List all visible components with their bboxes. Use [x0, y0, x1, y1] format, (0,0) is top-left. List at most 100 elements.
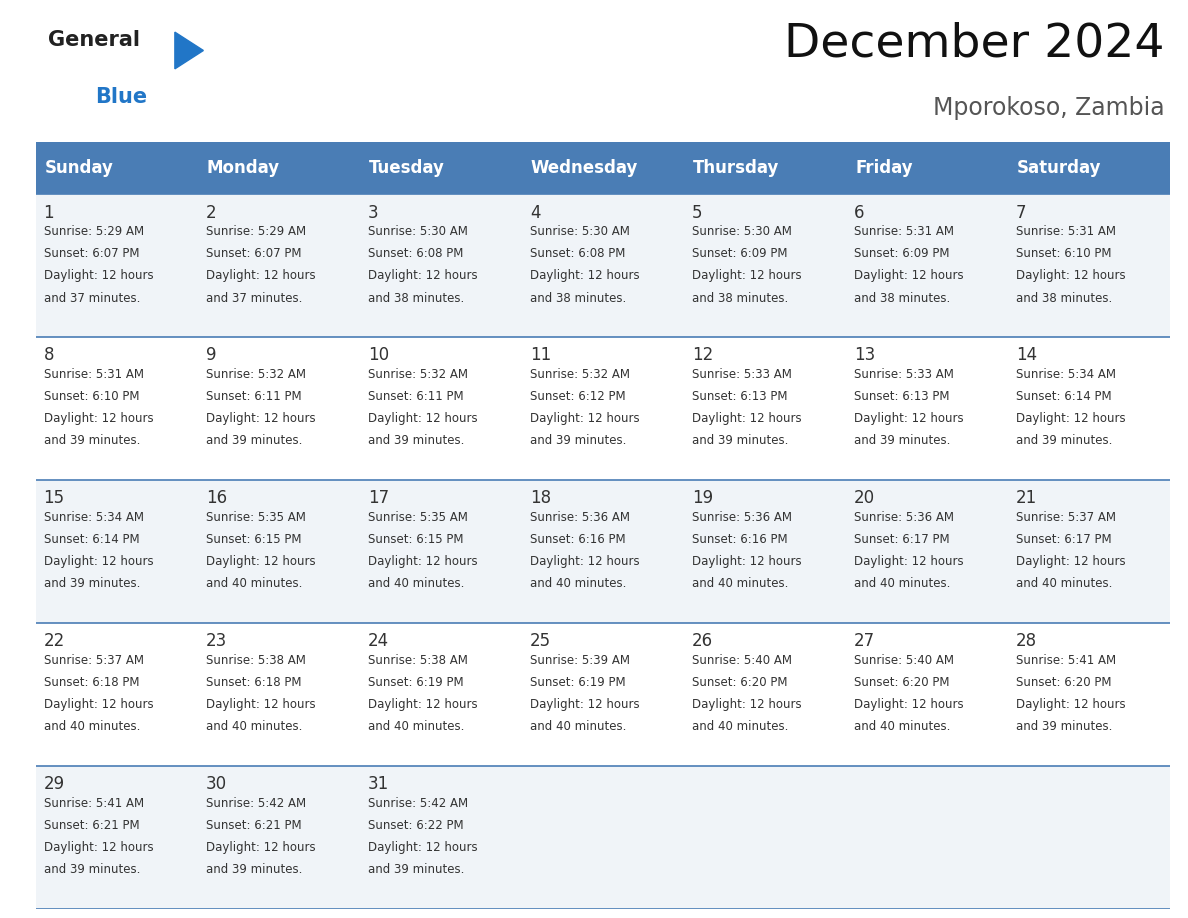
Text: Daylight: 12 hours: Daylight: 12 hours: [368, 269, 478, 283]
Text: Sunrise: 5:32 AM: Sunrise: 5:32 AM: [530, 368, 630, 381]
Text: 21: 21: [1016, 489, 1037, 508]
Text: Daylight: 12 hours: Daylight: 12 hours: [44, 841, 153, 854]
Text: 2: 2: [206, 204, 216, 221]
Text: Mporokoso, Zambia: Mporokoso, Zambia: [933, 95, 1164, 120]
Text: and 38 minutes.: and 38 minutes.: [691, 292, 788, 305]
Text: Sunrise: 5:38 AM: Sunrise: 5:38 AM: [206, 654, 305, 666]
Text: Daylight: 12 hours: Daylight: 12 hours: [206, 698, 315, 711]
Text: Sunrise: 5:37 AM: Sunrise: 5:37 AM: [44, 654, 144, 666]
Bar: [36, 623, 1170, 766]
Text: Sunrise: 5:31 AM: Sunrise: 5:31 AM: [1016, 225, 1116, 238]
Text: Sunrise: 5:39 AM: Sunrise: 5:39 AM: [530, 654, 630, 666]
Text: Sunrise: 5:42 AM: Sunrise: 5:42 AM: [206, 797, 305, 810]
Text: and 39 minutes.: and 39 minutes.: [44, 434, 140, 447]
Text: and 38 minutes.: and 38 minutes.: [1016, 292, 1112, 305]
Text: and 40 minutes.: and 40 minutes.: [206, 720, 302, 733]
Bar: [36, 337, 1170, 480]
Text: 31: 31: [368, 775, 388, 793]
Text: Sunrise: 5:36 AM: Sunrise: 5:36 AM: [691, 510, 792, 524]
Text: and 40 minutes.: and 40 minutes.: [206, 577, 302, 590]
Text: 29: 29: [44, 775, 64, 793]
Text: and 38 minutes.: and 38 minutes.: [854, 292, 950, 305]
Text: Sunrise: 5:37 AM: Sunrise: 5:37 AM: [1016, 510, 1116, 524]
Text: and 39 minutes.: and 39 minutes.: [44, 863, 140, 876]
Text: Daylight: 12 hours: Daylight: 12 hours: [854, 698, 963, 711]
Text: Daylight: 12 hours: Daylight: 12 hours: [691, 698, 802, 711]
Text: and 40 minutes.: and 40 minutes.: [854, 577, 950, 590]
Text: 12: 12: [691, 346, 713, 364]
Text: Sunset: 6:09 PM: Sunset: 6:09 PM: [854, 247, 949, 260]
Text: Sunset: 6:17 PM: Sunset: 6:17 PM: [854, 533, 949, 546]
Text: Sunrise: 5:41 AM: Sunrise: 5:41 AM: [1016, 654, 1117, 666]
Text: Sunrise: 5:33 AM: Sunrise: 5:33 AM: [854, 368, 954, 381]
Text: Daylight: 12 hours: Daylight: 12 hours: [1016, 698, 1126, 711]
Text: and 40 minutes.: and 40 minutes.: [44, 720, 140, 733]
Text: and 39 minutes.: and 39 minutes.: [1016, 720, 1112, 733]
Bar: [36, 195, 1170, 337]
Text: Sunrise: 5:38 AM: Sunrise: 5:38 AM: [368, 654, 468, 666]
Text: 24: 24: [368, 633, 388, 650]
Text: Sunrise: 5:30 AM: Sunrise: 5:30 AM: [368, 225, 468, 238]
Text: 15: 15: [44, 489, 64, 508]
Bar: [360, 142, 522, 195]
Text: and 39 minutes.: and 39 minutes.: [206, 434, 302, 447]
Text: 28: 28: [1016, 633, 1037, 650]
Text: Sunrise: 5:29 AM: Sunrise: 5:29 AM: [44, 225, 144, 238]
Bar: [684, 142, 846, 195]
Text: and 39 minutes.: and 39 minutes.: [1016, 434, 1112, 447]
Text: Monday: Monday: [207, 160, 280, 177]
Text: December 2024: December 2024: [784, 21, 1164, 66]
Text: Sunset: 6:19 PM: Sunset: 6:19 PM: [368, 676, 463, 688]
Text: 16: 16: [206, 489, 227, 508]
Text: 11: 11: [530, 346, 551, 364]
Text: Daylight: 12 hours: Daylight: 12 hours: [530, 269, 639, 283]
Text: Sunset: 6:13 PM: Sunset: 6:13 PM: [691, 390, 788, 403]
Text: and 40 minutes.: and 40 minutes.: [368, 720, 465, 733]
Text: 10: 10: [368, 346, 388, 364]
Text: Sunrise: 5:40 AM: Sunrise: 5:40 AM: [854, 654, 954, 666]
Text: 9: 9: [206, 346, 216, 364]
Bar: [197, 142, 360, 195]
Text: Sunrise: 5:40 AM: Sunrise: 5:40 AM: [691, 654, 792, 666]
Text: Sunrise: 5:41 AM: Sunrise: 5:41 AM: [44, 797, 144, 810]
Text: Sunrise: 5:34 AM: Sunrise: 5:34 AM: [44, 510, 144, 524]
Text: Daylight: 12 hours: Daylight: 12 hours: [368, 555, 478, 568]
Text: Sunrise: 5:36 AM: Sunrise: 5:36 AM: [854, 510, 954, 524]
Text: and 39 minutes.: and 39 minutes.: [368, 863, 465, 876]
Text: Daylight: 12 hours: Daylight: 12 hours: [854, 555, 963, 568]
Text: Sunset: 6:18 PM: Sunset: 6:18 PM: [206, 676, 302, 688]
Text: Sunset: 6:14 PM: Sunset: 6:14 PM: [44, 533, 139, 546]
Text: Daylight: 12 hours: Daylight: 12 hours: [530, 698, 639, 711]
Text: Tuesday: Tuesday: [368, 160, 444, 177]
Text: Daylight: 12 hours: Daylight: 12 hours: [1016, 412, 1126, 425]
Text: and 39 minutes.: and 39 minutes.: [206, 863, 302, 876]
Text: General: General: [48, 30, 139, 50]
Text: Sunset: 6:10 PM: Sunset: 6:10 PM: [1016, 247, 1112, 260]
Text: 20: 20: [854, 489, 876, 508]
Bar: [36, 142, 197, 195]
Text: Sunrise: 5:34 AM: Sunrise: 5:34 AM: [1016, 368, 1116, 381]
Text: Sunset: 6:16 PM: Sunset: 6:16 PM: [691, 533, 788, 546]
Text: Sunset: 6:12 PM: Sunset: 6:12 PM: [530, 390, 625, 403]
Text: and 37 minutes.: and 37 minutes.: [206, 292, 302, 305]
Text: Daylight: 12 hours: Daylight: 12 hours: [854, 412, 963, 425]
Text: 8: 8: [44, 346, 55, 364]
Text: Sunset: 6:16 PM: Sunset: 6:16 PM: [530, 533, 625, 546]
Text: and 39 minutes.: and 39 minutes.: [530, 434, 626, 447]
Text: Daylight: 12 hours: Daylight: 12 hours: [206, 555, 315, 568]
Text: 25: 25: [530, 633, 551, 650]
Text: 6: 6: [854, 204, 865, 221]
Text: Sunrise: 5:30 AM: Sunrise: 5:30 AM: [530, 225, 630, 238]
Text: Sunday: Sunday: [45, 160, 114, 177]
Text: Sunset: 6:18 PM: Sunset: 6:18 PM: [44, 676, 139, 688]
Text: Daylight: 12 hours: Daylight: 12 hours: [1016, 269, 1126, 283]
Text: Sunrise: 5:33 AM: Sunrise: 5:33 AM: [691, 368, 791, 381]
Text: and 40 minutes.: and 40 minutes.: [691, 577, 789, 590]
Text: and 37 minutes.: and 37 minutes.: [44, 292, 140, 305]
Text: Sunset: 6:21 PM: Sunset: 6:21 PM: [44, 819, 139, 832]
Text: Daylight: 12 hours: Daylight: 12 hours: [206, 412, 315, 425]
Text: Sunset: 6:20 PM: Sunset: 6:20 PM: [1016, 676, 1112, 688]
Text: Daylight: 12 hours: Daylight: 12 hours: [530, 412, 639, 425]
Text: Daylight: 12 hours: Daylight: 12 hours: [44, 555, 153, 568]
Text: 26: 26: [691, 633, 713, 650]
